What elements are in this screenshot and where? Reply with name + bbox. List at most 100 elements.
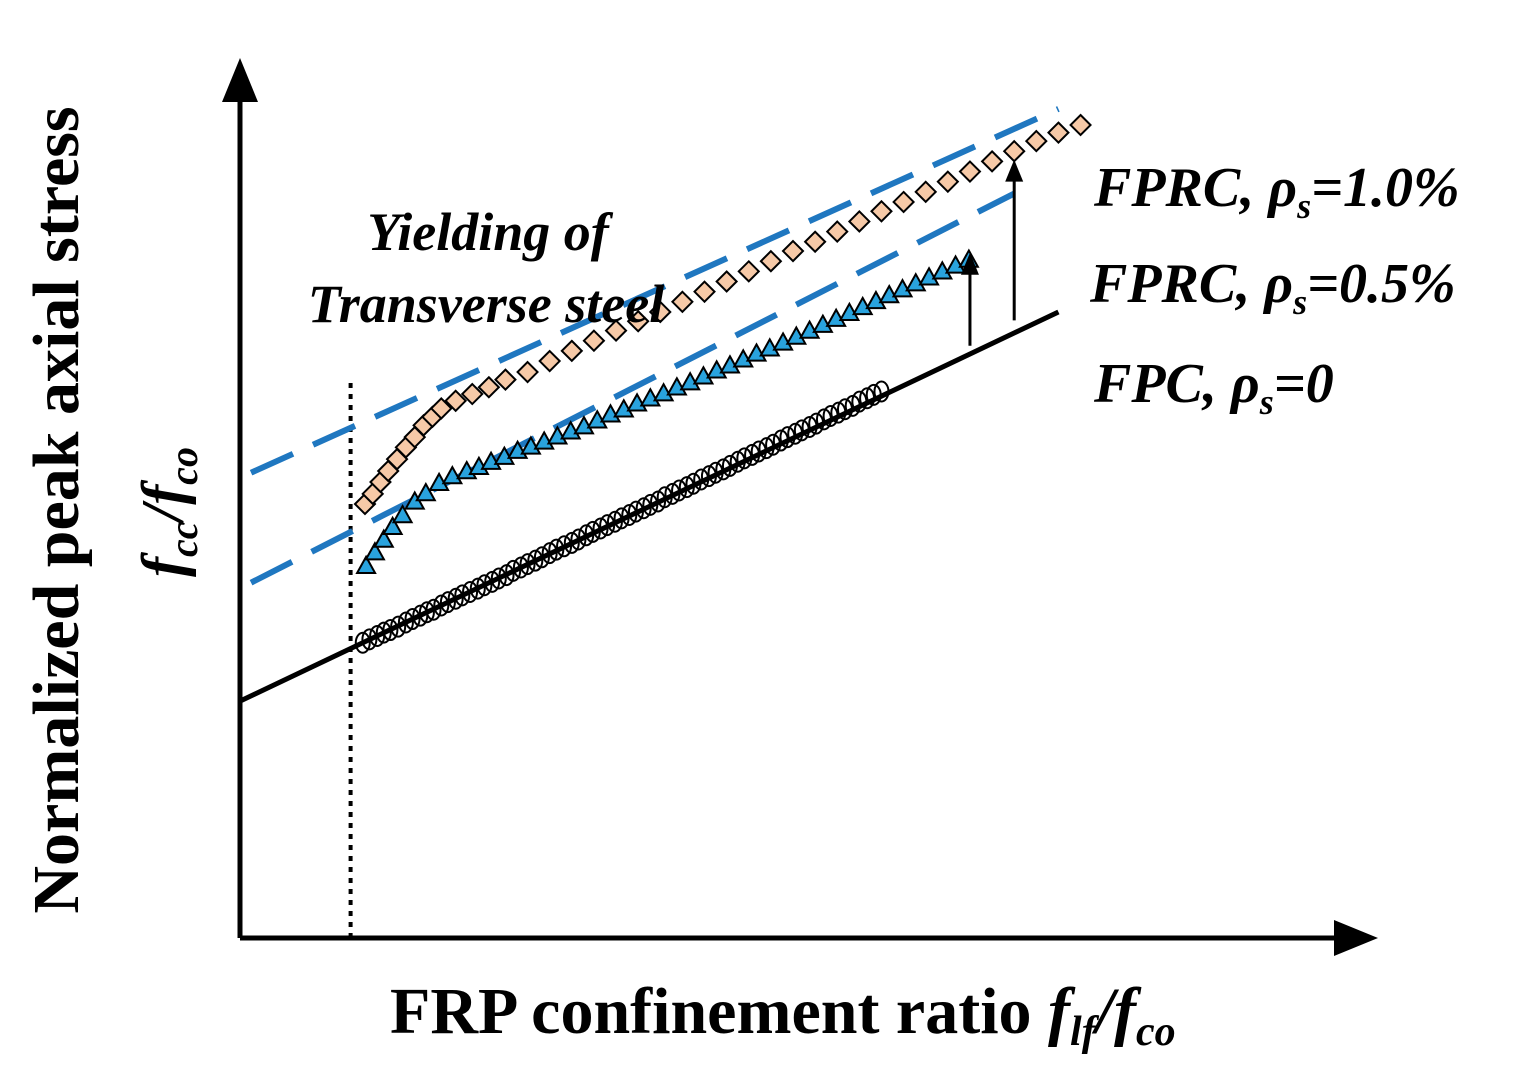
fpc-point-16 (469, 577, 486, 600)
label3-prefix: FPC, (1093, 353, 1231, 415)
annotation-line2: Transverse steel (308, 274, 664, 334)
fprc05-point-1 (364, 541, 386, 561)
fprc10-point-25 (759, 249, 783, 273)
fpc-point-10 (425, 598, 442, 621)
fprc10-point-11 (460, 382, 484, 406)
fpc-point-37 (621, 504, 638, 526)
fpc-point-57 (765, 433, 782, 456)
label1-sub: s (1296, 186, 1311, 226)
fprc05-point-11 (480, 450, 502, 470)
x-axis-arrow-icon (1334, 920, 1378, 956)
fpc-point-22 (512, 556, 529, 579)
fpc-point-31 (578, 524, 595, 547)
fpc-point-69 (851, 390, 868, 413)
fprc10-point-32 (914, 180, 938, 204)
fpc-point-25 (533, 546, 550, 569)
fpc-point-24 (527, 549, 544, 572)
fprc05-point-4 (391, 503, 414, 524)
fpc-point-21 (505, 559, 522, 582)
fpc-point-42 (656, 486, 673, 509)
fprc10-point-16 (560, 339, 584, 363)
fpc-point-30 (570, 528, 587, 551)
fpc-point-34 (599, 514, 616, 537)
label2-sub: s (1292, 282, 1307, 322)
fprc05-point-15 (533, 430, 555, 450)
fpc-point-50 (715, 458, 732, 481)
x-axis-label: FRP confinement ratio flf/fco (390, 975, 1176, 1055)
fpc-point-45 (678, 476, 695, 499)
label3-rho: ρ (1229, 353, 1260, 415)
fprc10-point-12 (477, 375, 501, 399)
fpc-point-18 (484, 570, 501, 593)
label2-prefix: FPRC, (1089, 253, 1264, 315)
fpc-point-4 (382, 619, 399, 642)
fprc10-point-13 (494, 368, 517, 392)
label3-value: =0 (1274, 353, 1334, 415)
fpc-point-56 (758, 437, 775, 460)
label3-sub: s (1259, 382, 1274, 422)
fprc10-point-36 (1002, 139, 1026, 163)
shift-arrowhead-icon-0 (960, 252, 979, 275)
fpc-point-61 (793, 419, 810, 442)
fpc-point-14 (454, 584, 471, 607)
fpc-point-60 (787, 422, 804, 445)
fpc-point-58 (772, 429, 789, 452)
fprc10-point-38 (1047, 121, 1070, 145)
label1-value: =1.0% (1311, 157, 1460, 219)
fpc-point-47 (693, 468, 710, 491)
fprc10-point-24 (737, 259, 761, 283)
fpc-point-29 (563, 531, 580, 554)
x-sym-sub2: co (1136, 1009, 1176, 1055)
fprc10-point-19 (626, 309, 650, 333)
fpc-point-71 (865, 383, 882, 406)
fprc05-point-14 (520, 435, 542, 455)
fpc-point-48 (700, 465, 717, 488)
fprc10-point-26 (781, 239, 805, 263)
fpc-point-40 (642, 493, 659, 516)
fprc05-point-6 (415, 481, 437, 502)
fprc10-point-22 (693, 280, 716, 304)
fpc-point-33 (592, 517, 609, 540)
fprc05-point-20 (599, 403, 622, 423)
fprc10-point-39 (1069, 113, 1092, 137)
fpc-point-64 (815, 408, 832, 431)
fpc-point-11 (433, 594, 450, 617)
fprc10-point-17 (582, 329, 606, 353)
fpc-point-32 (584, 520, 601, 543)
fpc-point-62 (801, 416, 818, 439)
fprc10-point-23 (715, 270, 739, 293)
fprc10-point-29 (847, 210, 871, 233)
label1-rho: ρ (1266, 157, 1297, 219)
fprc05-point-28 (705, 359, 728, 379)
fpc-point-38 (627, 500, 644, 523)
fprc10-point-37 (1024, 129, 1048, 153)
fprc10-point-33 (936, 170, 960, 194)
fprc05-point-16 (546, 425, 569, 445)
fpc-point-39 (635, 497, 652, 520)
y-axis-label: Normalized peak axial stress (20, 106, 93, 913)
fpc-point-19 (490, 567, 507, 590)
fprc10-point-15 (538, 349, 562, 373)
fprc10-point-9 (429, 396, 453, 420)
axes (222, 58, 1378, 956)
fprc10-point-27 (803, 230, 827, 254)
fpc-point-6 (397, 611, 414, 634)
fpc-point-55 (750, 440, 767, 463)
fprc10-point-10 (444, 389, 468, 413)
fprc10-point-31 (892, 190, 916, 214)
fpc-point-12 (439, 591, 456, 614)
fpc-point-70 (859, 387, 876, 410)
fpc-point-35 (606, 510, 623, 533)
fpc-point-53 (736, 447, 753, 470)
series-line-1 (249, 190, 1016, 586)
fpc-point-66 (830, 401, 847, 424)
fprc05-point-31 (745, 342, 768, 362)
y-sym-sub1: cc (161, 521, 206, 557)
x-sym-sub1: lf (1070, 1009, 1100, 1055)
fprc10-point-18 (604, 319, 628, 342)
fprc05-point-2 (373, 528, 395, 548)
fpc-point-7 (404, 608, 421, 631)
fpc-point-15 (462, 580, 479, 603)
fprc10-point-34 (958, 160, 982, 183)
